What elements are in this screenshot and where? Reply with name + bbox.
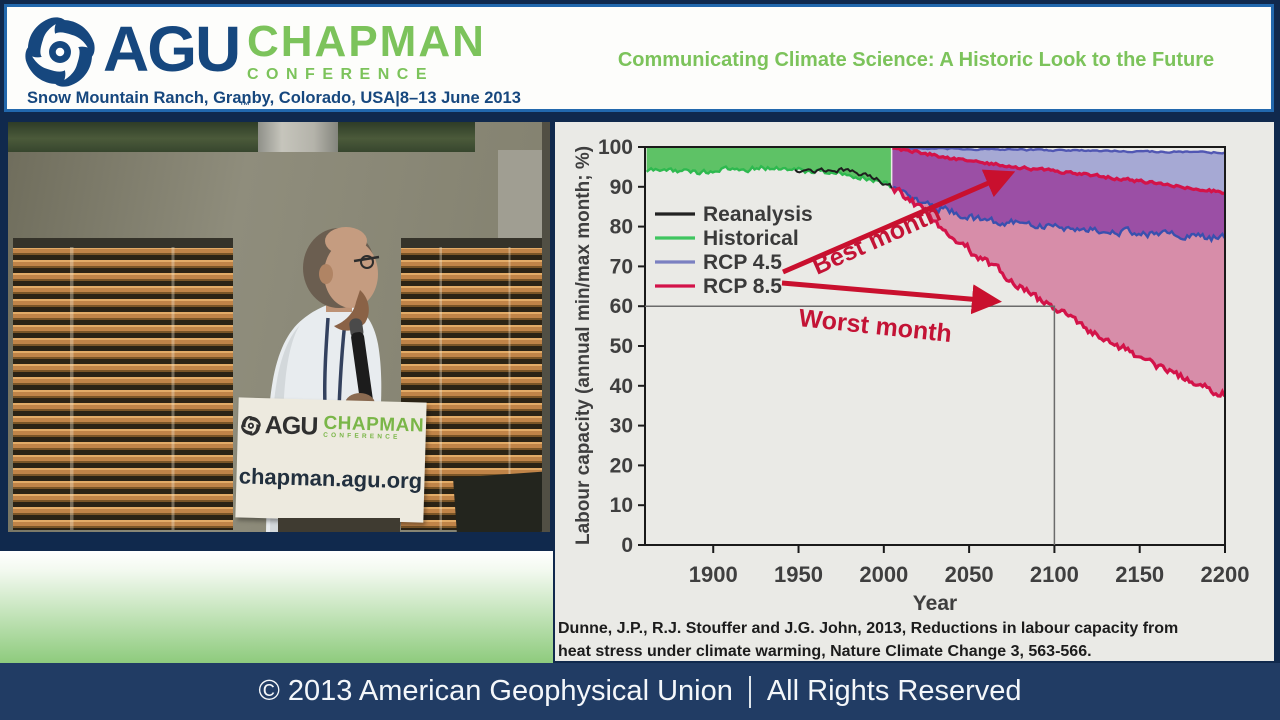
- window-blind-left: [13, 238, 233, 530]
- presenter-ear: [319, 264, 333, 284]
- y-tick-label: 90: [610, 176, 633, 199]
- conference-title: Communicating Climate Science: A Histori…: [617, 49, 1215, 71]
- chart-series: [645, 146, 1227, 398]
- best-month-arrow: [782, 169, 1016, 275]
- y-tick-label: 80: [610, 216, 633, 239]
- chart-axes: 0 10 20 30 40 50 60 70 80 90 100 1900 1950 2000 2050 21…: [598, 136, 1250, 587]
- y-tick-label: 100: [598, 136, 633, 159]
- chapman-conference-logo: CHAPMAN CONFERENCE: [247, 17, 486, 85]
- x-tick-label: 2200: [1201, 562, 1250, 587]
- chapman-wordmark: CHAPMAN: [247, 17, 486, 66]
- legend-label-historical: Historical: [703, 227, 799, 250]
- agu-logo-text: AGU™: [103, 13, 251, 112]
- reanalysis-line: [794, 166, 893, 189]
- podium-conference-text: CONFERENCE: [323, 431, 401, 441]
- y-tick-label: 70: [610, 255, 633, 278]
- best-month-label: Best month: [808, 199, 945, 281]
- y-tick-label: 0: [621, 534, 633, 557]
- rcp45-best-line: [892, 146, 1226, 155]
- rcp85-worst-line: [890, 186, 1227, 398]
- video-edge-shadow: [542, 122, 550, 532]
- footer-divider: [748, 675, 751, 708]
- copyright-footer: © 2013 American Geophysical Union All Ri…: [0, 663, 1280, 720]
- y-tick-label: 20: [610, 454, 633, 477]
- x-tick-label: 2150: [1115, 562, 1164, 587]
- x-tick-label: 1900: [689, 562, 738, 587]
- x-tick-label: 2100: [1030, 562, 1079, 587]
- reference-box-2100: [645, 305, 1056, 545]
- legend-label-reanalysis: Reanalysis: [703, 203, 813, 226]
- y-tick-label: 60: [610, 295, 633, 318]
- conference-wordmark: CONFERENCE: [247, 66, 435, 83]
- ceiling-beam: [8, 122, 475, 152]
- x-tick-label: 2050: [945, 562, 994, 587]
- legend-label-rcp85: RCP 8.5: [703, 275, 782, 298]
- worst-month-label: Worst month: [797, 304, 953, 348]
- agu-logo-icon: [21, 13, 99, 91]
- x-tick-label: 2000: [859, 562, 908, 587]
- chart-legend: Reanalysis Historical RCP 4.5 RCP 8.5: [655, 203, 813, 298]
- x-tick-label: 1950: [774, 562, 823, 587]
- presenter-forehead: [325, 227, 367, 255]
- glasses-lens: [360, 255, 374, 269]
- microphone-icon: [349, 318, 374, 410]
- citation-line-1: Dunne, J.P., R.J. Stouffer and J.G. John…: [558, 620, 1178, 637]
- conference-header: AGU™ CHAPMAN CONFERENCE Snow Mountain Ra…: [4, 4, 1274, 112]
- legend-label-rcp45: RCP 4.5: [703, 251, 782, 274]
- labour-capacity-chart: 0 10 20 30 40 50 60 70 80 90 100 1900 1950 2000 2050 21…: [558, 136, 1250, 660]
- y-axis-title: Labour capacity (annual min/max month; %…: [573, 146, 594, 545]
- speaker-video-frame: AGU CHAPMAN CONFERENCE chapman.agu.org: [8, 122, 550, 532]
- presentation-slide: 0 10 20 30 40 50 60 70 80 90 100 1900 1950 2000 2050 21…: [555, 122, 1274, 661]
- copyright-text: © 2013 American Geophysical Union: [258, 675, 733, 707]
- rcp85-band: [892, 187, 1225, 397]
- rights-text: All Rights Reserved: [766, 675, 1022, 707]
- trademark-symbol: ™: [239, 100, 251, 112]
- lanyard: [322, 317, 330, 408]
- green-gradient-band: [0, 551, 553, 663]
- podium-logo: AGU CHAPMAN CONFERENCE: [238, 410, 427, 444]
- y-tick-label: 50: [610, 335, 633, 358]
- worst-month-arrow: [781, 280, 1002, 315]
- y-tick-label: 40: [610, 375, 633, 398]
- y-tick-label: 10: [610, 494, 633, 517]
- podium-agu-text: AGU: [264, 411, 318, 441]
- glasses-icon: [353, 255, 380, 263]
- podium-url: chapman.agu.org: [238, 463, 423, 494]
- podium-base: [278, 518, 400, 532]
- x-axis-title: Year: [913, 592, 957, 615]
- wall-pillar: [258, 122, 338, 152]
- rcp45-worst-line: [891, 185, 1226, 244]
- agu-logo-icon-small: [240, 414, 263, 437]
- conference-location-date: Snow Mountain Ranch, Granby, Colorado, U…: [27, 89, 521, 107]
- podium-sign: AGU CHAPMAN CONFERENCE chapman.agu.org: [235, 397, 427, 523]
- y-tick-label: 30: [610, 415, 633, 438]
- citation-line-2: heat stress under climate warming, Natur…: [558, 643, 1092, 660]
- rcp85-best-line: [892, 146, 1225, 196]
- historical-line: [645, 164, 892, 189]
